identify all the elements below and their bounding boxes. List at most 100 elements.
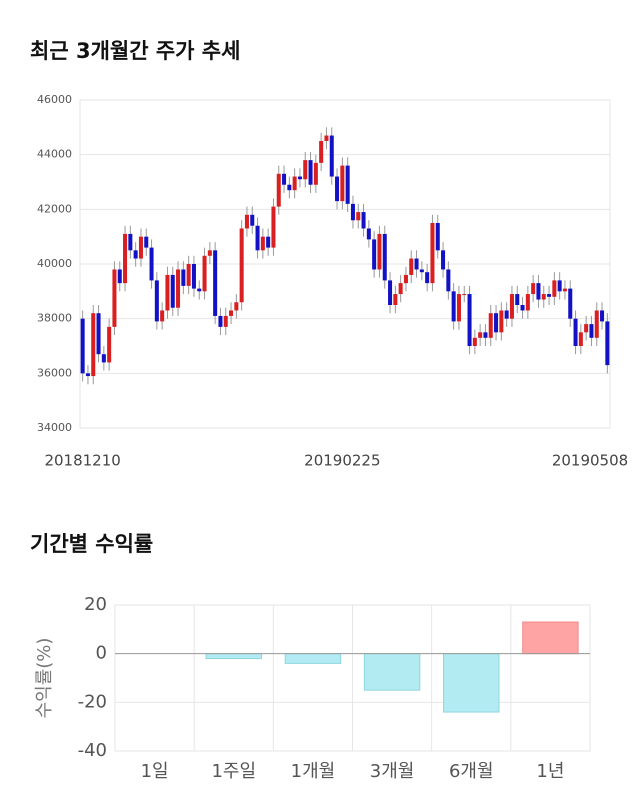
candle-body xyxy=(202,255,207,292)
y-tick-label: 38000 xyxy=(37,312,72,325)
candle-body xyxy=(329,135,334,177)
y-tick-label: 36000 xyxy=(37,366,72,379)
y-axis-label: 수익률(%) xyxy=(34,638,55,719)
candle-body xyxy=(144,236,149,248)
candle-body xyxy=(562,288,567,292)
candle-body xyxy=(504,310,509,319)
candle-body xyxy=(313,162,318,185)
candle-body xyxy=(191,264,196,289)
candle-body xyxy=(403,274,408,284)
x-tick-label: 6개월 xyxy=(449,761,494,782)
candle-body xyxy=(536,283,541,300)
candle-body xyxy=(91,313,96,377)
candle-body xyxy=(303,160,308,180)
candle-body xyxy=(223,315,228,327)
candle-body xyxy=(308,160,313,185)
candle-body xyxy=(361,212,366,229)
candle-body xyxy=(366,228,371,240)
candle-body xyxy=(292,176,297,191)
candle-body xyxy=(388,280,393,305)
x-tick-label: 1개월 xyxy=(291,761,336,782)
candle-body xyxy=(123,233,128,284)
candle-body xyxy=(85,373,90,377)
candle-body xyxy=(234,302,239,311)
candle-body xyxy=(552,280,557,297)
candle-body xyxy=(255,225,260,251)
candle-body xyxy=(605,321,610,366)
candle-body xyxy=(600,310,605,322)
candle-body xyxy=(266,236,271,248)
candle-body xyxy=(584,324,589,333)
candle-body xyxy=(478,332,483,338)
bar xyxy=(205,653,262,660)
candle-body xyxy=(568,288,573,319)
y-tick-label: 40000 xyxy=(37,257,72,270)
candle-body xyxy=(176,269,181,308)
candle-body xyxy=(160,310,165,322)
candle-body xyxy=(483,332,488,338)
x-tick-label: 20181210 xyxy=(44,452,120,470)
candle-body xyxy=(117,269,122,284)
candle-body xyxy=(335,176,340,202)
candle-body xyxy=(589,324,594,338)
candle-body xyxy=(451,291,456,322)
bar xyxy=(443,653,500,713)
candle-body xyxy=(138,236,143,259)
candle-body xyxy=(112,269,117,327)
candle-body xyxy=(207,250,212,256)
candle-body xyxy=(414,258,419,270)
candle-body xyxy=(250,214,255,226)
candle-body xyxy=(165,274,170,311)
x-tick-label: 20190508 xyxy=(552,452,628,470)
candle-body xyxy=(393,294,398,305)
candle-body xyxy=(578,332,583,346)
candle-body xyxy=(96,313,101,355)
y-tick-label: 42000 xyxy=(37,202,72,215)
x-tick-label: 1년 xyxy=(536,761,564,782)
y-tick-label: 44000 xyxy=(37,148,72,161)
candle-body xyxy=(170,274,175,308)
candle-body xyxy=(382,233,387,281)
candle-body xyxy=(456,294,461,322)
candle-body xyxy=(494,313,499,333)
candle-body xyxy=(557,280,562,292)
candle-body xyxy=(107,326,112,363)
candle-body xyxy=(149,247,154,281)
candle-body xyxy=(128,233,133,251)
candle-body xyxy=(472,337,477,346)
candle-body xyxy=(377,233,382,270)
candle-body xyxy=(467,294,472,346)
candle-body xyxy=(101,354,106,363)
y-tick-label: -20 xyxy=(78,691,107,712)
candle-body xyxy=(213,250,218,316)
candle-body xyxy=(340,165,345,202)
candle-body xyxy=(419,269,424,273)
chart-title: 기간별 수익률 xyxy=(30,532,153,556)
bar xyxy=(522,621,579,655)
candle-body xyxy=(488,313,493,338)
candle-body xyxy=(425,272,430,284)
candle-body xyxy=(541,294,546,300)
x-tick-label: 1주일 xyxy=(211,761,256,782)
candle-body xyxy=(239,228,244,303)
chart-title: 최근 3개월간 주가 추세 xyxy=(30,39,240,63)
candle-body xyxy=(133,250,138,259)
candle-body xyxy=(80,318,85,374)
candle-body xyxy=(287,184,292,191)
candle-body xyxy=(356,212,361,221)
candle-body xyxy=(197,288,202,292)
candle-body xyxy=(372,239,377,270)
candle-body xyxy=(186,264,191,286)
candle-body xyxy=(282,173,287,185)
candle-body xyxy=(181,269,186,286)
bar xyxy=(363,653,421,691)
candle-body xyxy=(276,173,281,207)
candle-body xyxy=(260,236,265,251)
candle-body xyxy=(244,214,249,229)
candle-body xyxy=(515,294,520,305)
candle-body xyxy=(499,310,504,333)
candle-body xyxy=(324,135,329,141)
candle-body xyxy=(271,206,276,248)
candle-body xyxy=(345,165,350,204)
